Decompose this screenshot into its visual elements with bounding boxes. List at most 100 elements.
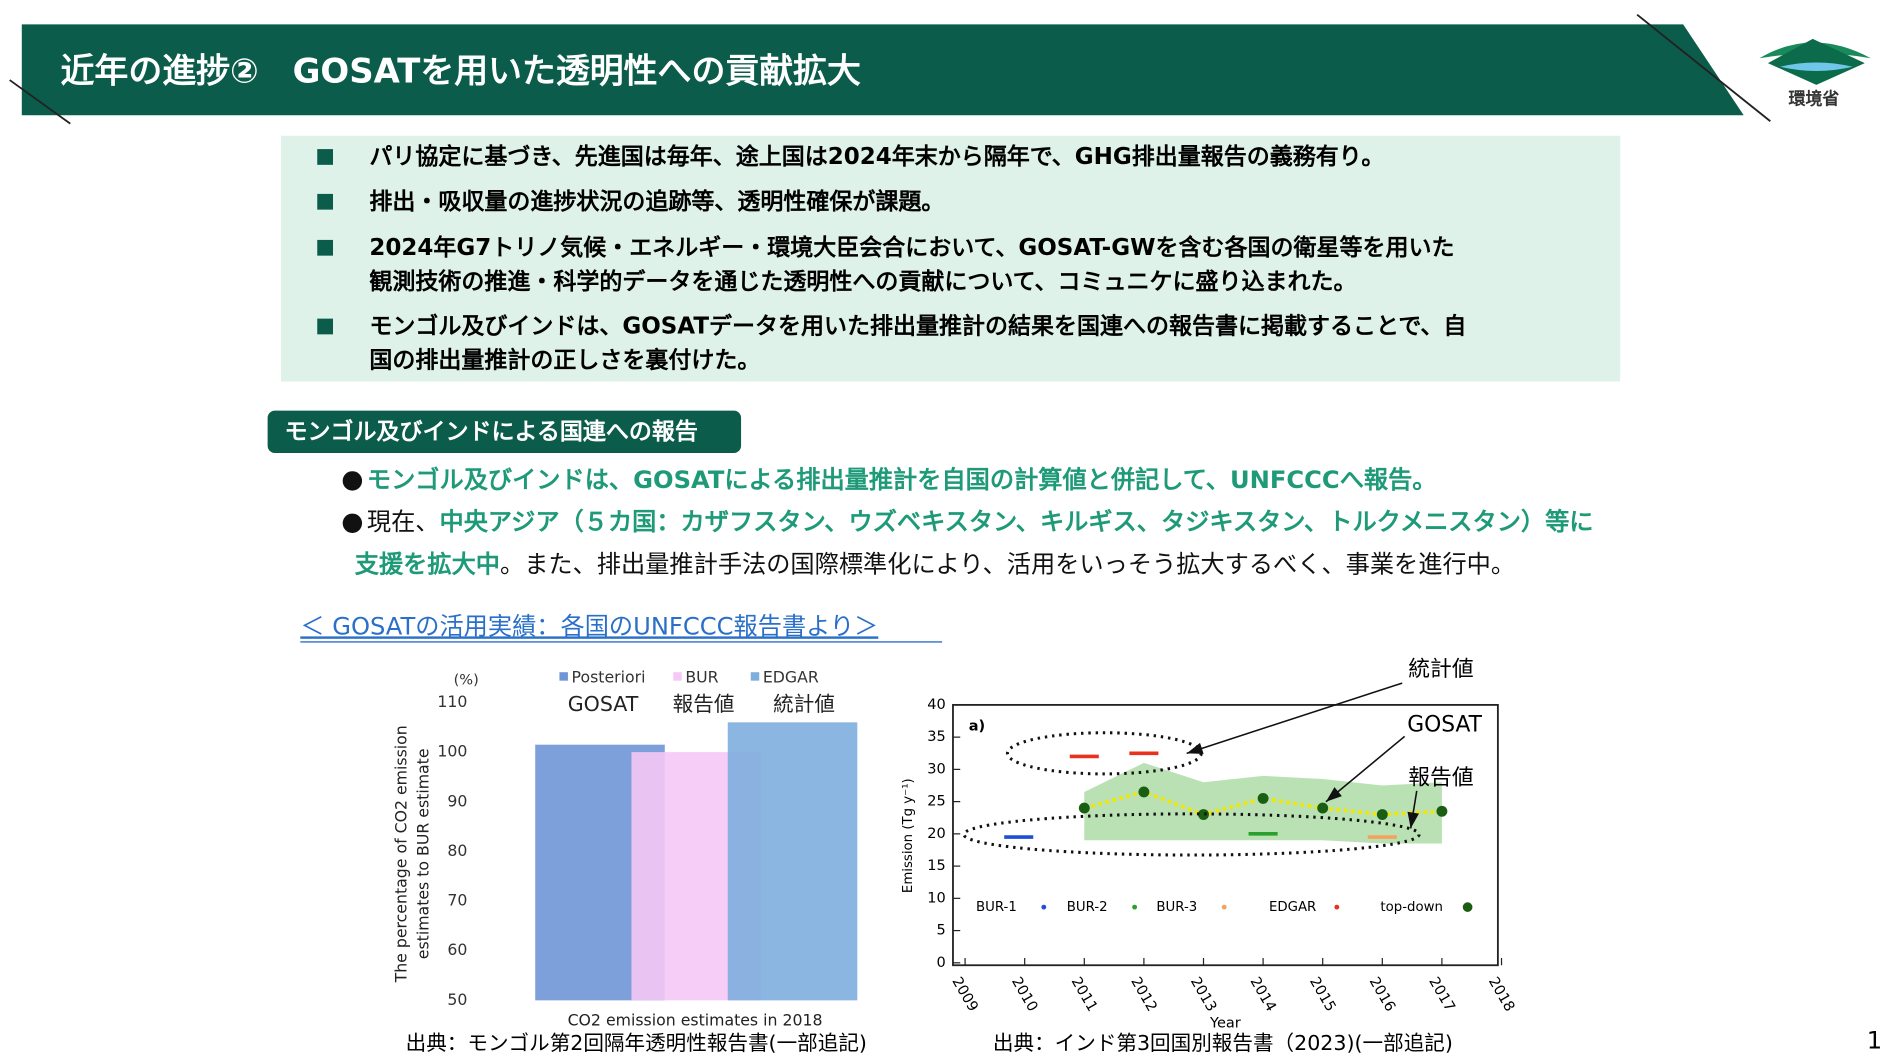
plot-frame	[952, 703, 1499, 967]
y-tick-label: 20	[927, 826, 945, 842]
legend-swatch	[750, 672, 760, 681]
page-number: 1	[1867, 1027, 1882, 1055]
legend-label: EDGAR	[763, 668, 819, 687]
bullet-dot	[342, 513, 363, 533]
point	[1078, 802, 1090, 814]
y-unit: (%)	[454, 673, 479, 689]
source: 出典：インド第3回国別報告書（2023)(一部追記)	[993, 1031, 1453, 1055]
header-bar	[21, 24, 1744, 116]
summary-text: 国の排出量推計の正しさを裏付けた。	[369, 347, 760, 374]
source: 出典：モンゴル第2回隔年透明性報告書(一部追記)	[406, 1031, 867, 1055]
legend-label: BUR-2	[1067, 900, 1108, 915]
summary-box	[280, 135, 1621, 382]
y-tick-label: 70	[447, 891, 467, 910]
y-tick-label: 60	[447, 940, 467, 959]
summary-text: モンゴル及びインドは、GOSATデータを用いた排出量推計の結果を国連への報告書に…	[369, 313, 1466, 340]
bullet-segment: 現在、	[367, 508, 440, 536]
y-tick-label: 10	[927, 890, 945, 906]
annotation: 報告値	[1408, 766, 1473, 791]
x-tick-label: 2012	[1127, 975, 1159, 1015]
bullet-segment: 支援を拡大中	[355, 551, 500, 579]
y-tick-label: 40	[927, 697, 945, 713]
y-tick-label: 5	[936, 923, 945, 939]
bullet-square	[317, 193, 333, 210]
arrow-head	[1407, 811, 1419, 829]
y-label: Emission (Tg y⁻¹)	[901, 778, 916, 893]
header-line	[9, 79, 71, 125]
legend-marker	[1334, 904, 1340, 910]
logo-mark	[1780, 62, 1853, 71]
caption: ＜ GOSATの活用実績：各国のUNFCCC報告書より＞	[300, 612, 878, 640]
legend-label: Posteriori	[572, 668, 646, 687]
y-tick-label: 0	[936, 955, 945, 971]
section-tag: モンゴル及びインドによる国連への報告	[285, 418, 698, 445]
y-tick-label: 100	[437, 742, 467, 761]
x-tick-label: 2009	[948, 975, 980, 1015]
y-tick-label: 15	[927, 858, 945, 874]
summary-text: パリ協定に基づき、先進国は毎年、途上国は2024年末から隔年で、GHG排出量報告…	[369, 143, 1384, 170]
bullet-segment: モンゴル及びインドは、GOSATによる排出量推計を自国の計算値と併記して、UNF…	[367, 466, 1437, 494]
section-tag-box	[267, 410, 742, 454]
annotation-arrow	[1186, 682, 1403, 755]
logo-mark	[1767, 38, 1865, 85]
header-line	[1636, 13, 1771, 122]
legend-label: EDGAR	[1269, 900, 1316, 915]
y-tick-label: 35	[927, 729, 945, 745]
arrow-head	[1325, 787, 1342, 802]
x-tick-label: 2016	[1366, 975, 1398, 1015]
bullet-square	[317, 149, 333, 165]
annotation-ellipse	[962, 812, 1421, 857]
bullet-square	[317, 318, 333, 335]
x-tick-label: 2014	[1246, 975, 1278, 1015]
y-tick-label: 30	[927, 761, 945, 777]
y-tick-label: 25	[927, 794, 945, 810]
bullet-text: 現在、中央アジア（５カ国：カザフスタン、ウズベキスタン、キルギス、タジキスタン、…	[367, 508, 1594, 536]
series-note: 報告値	[673, 692, 735, 716]
y-tick-label: 110	[437, 692, 467, 711]
legend-marker	[1221, 904, 1227, 910]
y-tick-label: 90	[447, 791, 467, 810]
bar	[727, 722, 858, 1001]
y-tick-label: 50	[447, 990, 467, 1009]
x-tick-label: 2018	[1485, 975, 1517, 1015]
series-note: 統計値	[773, 692, 835, 716]
summary-text: 2024年G7トリノ気候・エネルギー・環境大臣会合において、GOSAT-GWを含…	[369, 234, 1454, 261]
point	[1257, 792, 1269, 804]
legend-label: BUR	[685, 668, 718, 687]
logo-text: 環境省	[1789, 88, 1840, 108]
x-tick-label: 2017	[1425, 975, 1457, 1015]
annotation-arrow	[1325, 735, 1406, 803]
y-label: The percentage of CO2 emission	[392, 725, 411, 983]
legend-marker	[1462, 902, 1473, 912]
x-tick-label: 2010	[1008, 975, 1040, 1015]
bullet-segment: 。また、排出量推計手法の国際標準化により、活用をいっそう拡大するべく、事業を進行…	[500, 551, 1515, 579]
x-label: Year	[1209, 1015, 1241, 1031]
annotation: GOSAT	[1407, 712, 1482, 737]
legend-swatch	[559, 672, 568, 681]
legend-label: top-down	[1380, 900, 1442, 915]
panel-label: a)	[969, 719, 985, 735]
legend-marker	[1132, 904, 1138, 910]
point	[1317, 802, 1329, 814]
bullet-dot	[342, 471, 363, 491]
x-label: CO2 emission estimates in 2018	[568, 1010, 823, 1029]
summary-text: 観測技術の推進・科学的データを通じた透明性への貢献について、コミュニケに盛り込ま…	[369, 268, 1356, 295]
header-title: 近年の進捗② GOSATを用いた透明性への貢献拡大	[61, 51, 861, 90]
x-tick-label: 2011	[1068, 975, 1100, 1015]
bullet-text: モンゴル及びインドは、GOSATによる排出量推計を自国の計算値と併記して、UNF…	[367, 466, 1437, 494]
arrow-head	[1186, 742, 1204, 754]
legend-label: BUR-3	[1156, 900, 1197, 915]
legend-label: BUR-1	[976, 900, 1017, 915]
bullet-square	[317, 239, 333, 256]
bullet-text: 支援を拡大中。また、排出量推計手法の国際標準化により、活用をいっそう拡大するべく…	[355, 551, 1515, 579]
point	[1138, 786, 1150, 798]
annotation-ellipse	[1005, 731, 1203, 776]
bullet-segment: 中央アジア（５カ国：カザフスタン、ウズベキスタン、キルギス、タジキスタン、トルク…	[440, 508, 1594, 536]
annotation: 統計値	[1408, 657, 1473, 682]
legend-marker	[1041, 904, 1047, 910]
y-label: estimates to BUR estimate	[413, 748, 432, 959]
legend-swatch	[673, 672, 682, 681]
point	[1436, 805, 1448, 817]
